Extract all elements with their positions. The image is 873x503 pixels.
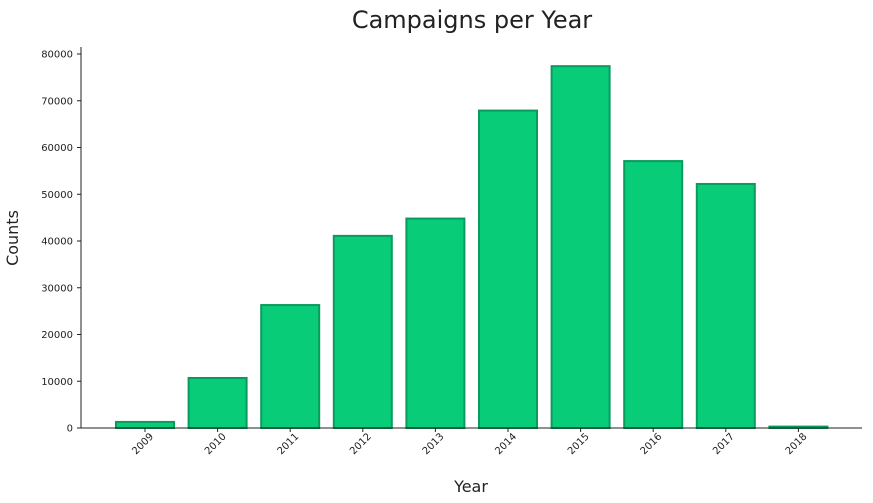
bar-2012 [332,234,393,429]
chart-title: Campaigns per Year [352,6,592,34]
bar-2014 [478,109,538,429]
y-tick-label: 50000 [41,190,73,201]
y-tick-label: 70000 [41,96,73,107]
x-tick-label: 2011 [276,431,302,457]
bar-2017 [695,182,756,429]
plot-area: 2009 2010 2011 2012 2013 2014 2015 2016 2017 2018… [41,47,862,457]
y-tick-label: 10000 [41,377,73,388]
x-tick-label: 2010 [203,431,229,457]
bar-2016 [623,160,684,429]
y-tick-label: 60000 [41,143,73,154]
x-tick-label: 2012 [348,431,374,457]
y-tick-label: 40000 [41,237,73,248]
y-tick-label: 30000 [41,283,73,294]
x-tick-label: 2016 [639,431,665,457]
y-tick-label: 20000 [41,330,73,341]
x-tick-label: 2017 [711,431,737,457]
x-tick-label: 2014 [493,431,519,457]
bar-2011 [260,304,321,430]
y-tick-label: 80000 [41,50,73,61]
y-tick-label: 0 [67,424,73,435]
bar-2013 [405,217,466,429]
y-axis-label: Counts [3,210,22,266]
x-tick-label: 2009 [130,431,156,457]
x-tick-label: 2015 [566,431,592,457]
bar-2015 [550,65,611,429]
bar-2010 [187,376,248,429]
bar-2009 [115,420,175,429]
x-tick-label: 2013 [421,431,447,457]
x-tick-label: 2018 [784,431,810,457]
x-axis-label: Year [453,477,488,496]
